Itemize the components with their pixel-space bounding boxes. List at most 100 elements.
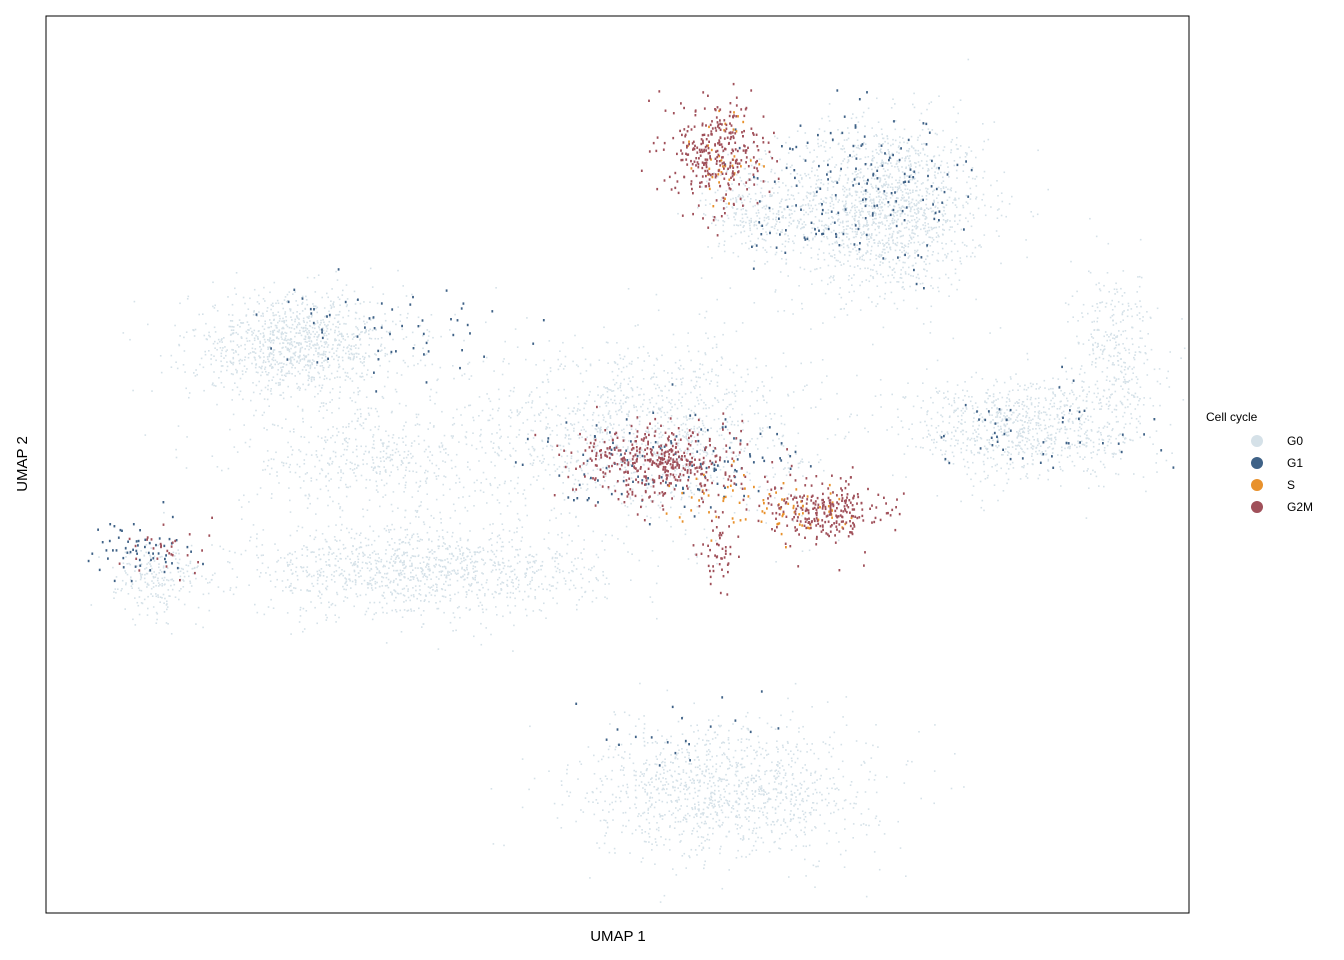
scatter-point <box>696 505 699 508</box>
scatter-point <box>848 291 851 293</box>
scatter-point <box>857 173 859 175</box>
scatter-point <box>279 362 281 364</box>
scatter-point <box>318 333 320 336</box>
scatter-point <box>318 410 320 412</box>
scatter-point <box>928 102 930 105</box>
scatter-point <box>263 286 265 289</box>
scatter-point <box>885 183 887 185</box>
scatter-point <box>185 331 188 333</box>
scatter-point <box>993 121 996 123</box>
scatter-point <box>829 176 832 179</box>
scatter-point <box>744 242 747 244</box>
scatter-point <box>955 121 958 123</box>
scatter-point <box>237 333 239 336</box>
scatter-point <box>561 555 563 558</box>
scatter-point <box>240 344 242 347</box>
scatter-point <box>433 557 436 559</box>
scatter-point <box>929 321 932 323</box>
scatter-point <box>899 249 901 251</box>
scatter-point <box>349 357 352 359</box>
scatter-point <box>894 201 896 204</box>
scatter-point <box>294 291 296 293</box>
scatter-point <box>373 601 376 604</box>
scatter-point <box>765 217 768 219</box>
scatter-point <box>290 361 292 363</box>
scatter-point <box>220 365 223 367</box>
scatter-point <box>461 546 463 549</box>
scatter-point <box>645 444 647 447</box>
scatter-point <box>268 339 271 341</box>
scatter-point <box>167 589 170 591</box>
scatter-point <box>1025 239 1027 241</box>
scatter-point <box>276 373 279 376</box>
scatter-point <box>233 326 235 328</box>
scatter-point <box>925 198 928 201</box>
scatter-point <box>887 162 889 165</box>
scatter-point <box>948 176 950 178</box>
scatter-point <box>809 211 812 213</box>
scatter-point <box>514 605 517 607</box>
scatter-point <box>303 357 306 360</box>
scatter-point <box>760 158 763 160</box>
scatter-point <box>367 412 370 415</box>
scatter-point <box>851 156 854 158</box>
scatter-point <box>355 344 357 346</box>
scatter-point <box>417 536 420 538</box>
scatter-point <box>449 562 452 565</box>
scatter-point <box>370 587 373 589</box>
scatter-point <box>756 215 758 217</box>
scatter-point <box>959 260 962 263</box>
scatter-point <box>340 341 342 343</box>
scatter-point <box>760 200 763 203</box>
scatter-point <box>888 227 890 230</box>
scatter-point <box>382 293 385 295</box>
scatter-point <box>901 166 903 168</box>
scatter-point <box>434 590 437 592</box>
scatter-point <box>663 370 665 372</box>
scatter-point <box>835 180 837 182</box>
scatter-point <box>785 474 788 477</box>
scatter-point <box>355 549 357 551</box>
scatter-point <box>687 466 689 468</box>
scatter-point <box>412 548 414 550</box>
scatter-point <box>845 200 847 203</box>
scatter-point <box>770 418 773 420</box>
scatter-point <box>937 260 940 262</box>
scatter-point <box>278 329 281 331</box>
scatter-point <box>275 302 277 305</box>
scatter-point <box>928 169 930 171</box>
scatter-point <box>791 298 793 301</box>
scatter-point <box>292 364 294 366</box>
scatter-point <box>721 357 724 360</box>
scatter-point <box>748 509 750 512</box>
scatter-point <box>898 145 900 147</box>
scatter-point <box>729 416 731 418</box>
scatter-point <box>631 395 634 398</box>
scatter-point <box>395 610 398 613</box>
scatter-point <box>666 459 668 462</box>
scatter-point <box>288 370 290 373</box>
scatter-point <box>345 557 347 560</box>
scatter-point <box>801 461 804 463</box>
scatter-point <box>333 352 335 355</box>
scatter-point <box>884 224 886 227</box>
scatter-point <box>361 583 363 585</box>
scatter-point <box>712 215 714 218</box>
scatter-point <box>577 557 579 559</box>
scatter-point <box>876 135 878 137</box>
scatter-point <box>628 411 630 413</box>
scatter-point <box>407 542 410 544</box>
scatter-point <box>847 156 849 158</box>
scatter-point <box>266 310 268 312</box>
scatter-point <box>636 409 638 412</box>
scatter-point <box>837 539 840 542</box>
scatter-point <box>843 158 846 160</box>
scatter-point <box>559 365 561 367</box>
scatter-point <box>506 583 508 586</box>
scatter-point <box>308 348 310 351</box>
scatter-point <box>823 130 826 133</box>
scatter-point <box>934 176 937 179</box>
scatter-point <box>761 164 764 167</box>
scatter-point <box>749 224 751 227</box>
scatter-point <box>827 171 829 173</box>
